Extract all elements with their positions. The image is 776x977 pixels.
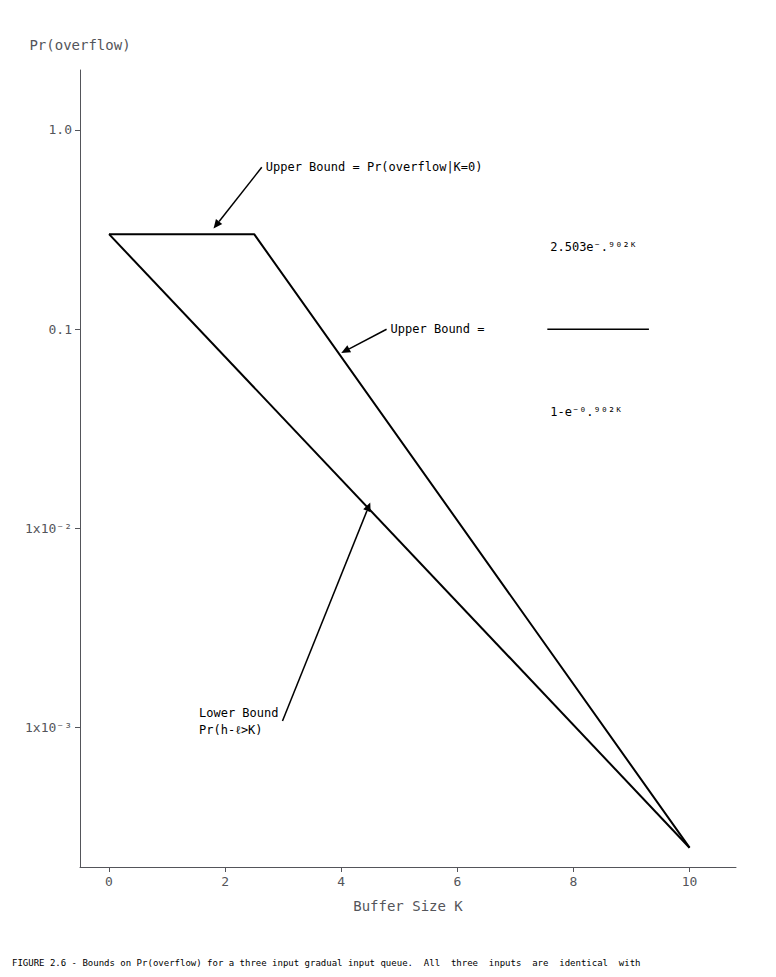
svg-text:FIGURE 2.6 - Bounds on Pr(over: FIGURE 2.6 - Bounds on Pr(overflow) for … [12,958,641,968]
svg-text:1.0: 1.0 [49,122,72,137]
svg-text:1x10⁻³: 1x10⁻³ [25,720,72,735]
svg-text:6: 6 [453,874,461,889]
svg-text:Upper Bound =: Upper Bound = [391,322,492,336]
svg-text:1-e⁻⁰.⁹⁰²ᴷ: 1-e⁻⁰.⁹⁰²ᴷ [550,405,622,419]
svg-text:2.503e⁻.⁹⁰²ᴷ: 2.503e⁻.⁹⁰²ᴷ [550,240,637,254]
svg-text:2: 2 [221,874,229,889]
svg-text:Pr(overflow): Pr(overflow) [29,37,130,53]
svg-text:1x10⁻²: 1x10⁻² [25,521,72,536]
svg-text:8: 8 [570,874,578,889]
svg-text:10: 10 [682,874,698,889]
svg-text:0: 0 [105,874,113,889]
svg-text:Lower Bound: Lower Bound [199,706,278,720]
svg-text:0.1: 0.1 [49,322,72,337]
svg-text:Buffer Size K: Buffer Size K [353,898,463,914]
svg-text:Upper Bound = Pr(overflow|K=0): Upper Bound = Pr(overflow|K=0) [266,160,483,174]
svg-text:Pr(h-ℓ>K): Pr(h-ℓ>K) [199,723,263,737]
svg-text:4: 4 [337,874,345,889]
